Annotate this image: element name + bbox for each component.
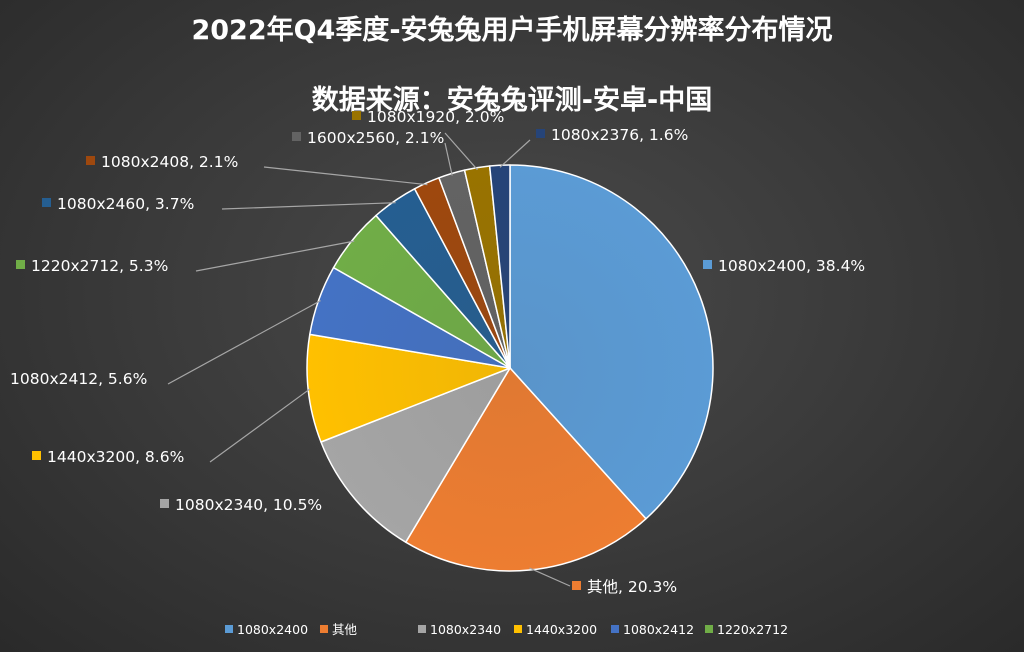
label-marker-1600x2560 [292, 132, 301, 141]
data-label-1220x2712: 1220x2712, 5.3% [31, 257, 168, 275]
data-label-1080x2340: 1080x2340, 10.5% [175, 496, 322, 514]
leader-line-1080x2408 [263, 166, 428, 186]
pie-slices [306, 164, 714, 572]
pie-slice-1440x3200 [306, 333, 511, 443]
data-label-1600x2560: 1600x2560, 2.1% [307, 129, 444, 147]
data-label-1080x2408: 1080x2408, 2.1% [101, 153, 238, 171]
label-marker-1080x2376 [536, 129, 545, 138]
data-label-1080x2460: 1080x2460, 3.7% [57, 195, 194, 213]
leader-line-1600x2560 [444, 142, 453, 176]
pie-slice-其他 [405, 367, 647, 572]
pie-slice-1080x2340 [320, 367, 511, 543]
leader-line-1080x1920 [444, 132, 478, 171]
leader-line-1440x3200 [209, 388, 311, 463]
leader-line-1220x2712 [195, 240, 355, 272]
legend-label-1220x2712: 1220x2712 [717, 622, 788, 637]
label-marker-1080x1920 [352, 111, 361, 120]
legend-label-1080x2412: 1080x2412 [623, 622, 694, 637]
legend-swatch-1080x2340 [418, 625, 426, 633]
data-label-1080x2400: 1080x2400, 38.4% [718, 257, 865, 275]
pie-slice-1080x2400 [509, 164, 714, 520]
leader-line-1080x2412 [167, 300, 321, 385]
leader-line-1080x2460 [221, 202, 396, 210]
chart-title: 2022年Q4季度-安兔兔用户手机屏幕分辨率分布情况 [191, 15, 833, 46]
label-marker-其他 [572, 581, 581, 590]
legend-swatch-1220x2712 [705, 625, 713, 633]
data-label-1440x3200: 1440x3200, 8.6% [47, 448, 184, 466]
data-label-1080x2412: 1080x2412, 5.6% [10, 370, 147, 388]
leader-lines [167, 132, 571, 587]
legend-label-1080x2340: 1080x2340 [430, 622, 501, 637]
chart-subtitle: 数据来源：安兔兔评测-安卓-中国 [311, 85, 713, 116]
legend-label-1440x3200: 1440x3200 [526, 622, 597, 637]
data-labels: 1080x2400, 38.4% 其他, 20.3% 1080x2340, 10.5… [10, 108, 865, 596]
legend-swatch-1080x2412 [611, 625, 619, 633]
legend-label-1080x2400: 1080x2400 [237, 622, 308, 637]
data-label-其他: 其他, 20.3% [587, 578, 677, 596]
label-marker-1080x2408 [86, 156, 95, 165]
legend-swatch-其他 [320, 625, 328, 633]
label-marker-1220x2712 [16, 260, 25, 269]
leader-line-1080x2376 [499, 139, 531, 168]
data-label-1080x1920: 1080x1920, 2.0% [367, 108, 504, 126]
data-label-1080x2376: 1080x2376, 1.6% [551, 126, 688, 144]
legend-swatch-1080x2400 [225, 625, 233, 633]
label-marker-1080x2400 [703, 260, 712, 269]
legend-label-其他: 其他 [332, 622, 358, 637]
legend-swatch-1440x3200 [514, 625, 522, 633]
legend: 1080x2400 其他 1080x2340 1440x3200 1080x2412 12… [225, 622, 788, 637]
label-marker-1080x2340 [160, 499, 169, 508]
label-marker-1440x3200 [32, 451, 41, 460]
leader-line-其他 [529, 567, 571, 587]
label-marker-1080x2460 [42, 198, 51, 207]
pie-slice-1080x2376 [488, 164, 511, 369]
